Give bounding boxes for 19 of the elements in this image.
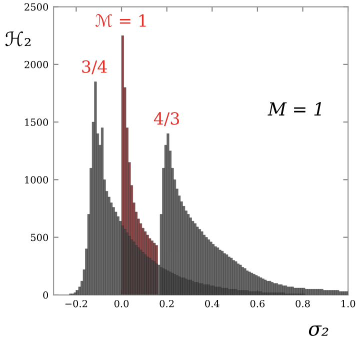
y-tick-label: 1000 [25,176,48,184]
x-tick-label: 0.4 [205,300,220,308]
annotation: 3/4 [82,60,107,74]
x-tick-label: 0.0 [114,300,129,308]
annotation: M = 1 [268,102,321,116]
y-tick-label: 500 [30,234,48,242]
x-tick-label: 0.8 [296,300,310,308]
y-tick-label: 2000 [24,60,48,68]
x-tick-label: 1.0 [342,300,356,308]
x-tick-label: 0.6 [250,300,265,308]
x-tick-label: 0.2 [160,300,174,308]
annotation: ℳ = 1 [95,14,146,28]
y-tick-label: 2500 [24,3,48,11]
x-tick-label: −0.2 [65,300,88,308]
y-axis-title: ℋ₂ [5,31,30,46]
y-tick-label: 0 [43,291,48,299]
x-axis-title: σ₂ [308,326,328,336]
y-tick-label: 1500 [25,118,48,126]
annotation: 4/3 [154,112,180,126]
